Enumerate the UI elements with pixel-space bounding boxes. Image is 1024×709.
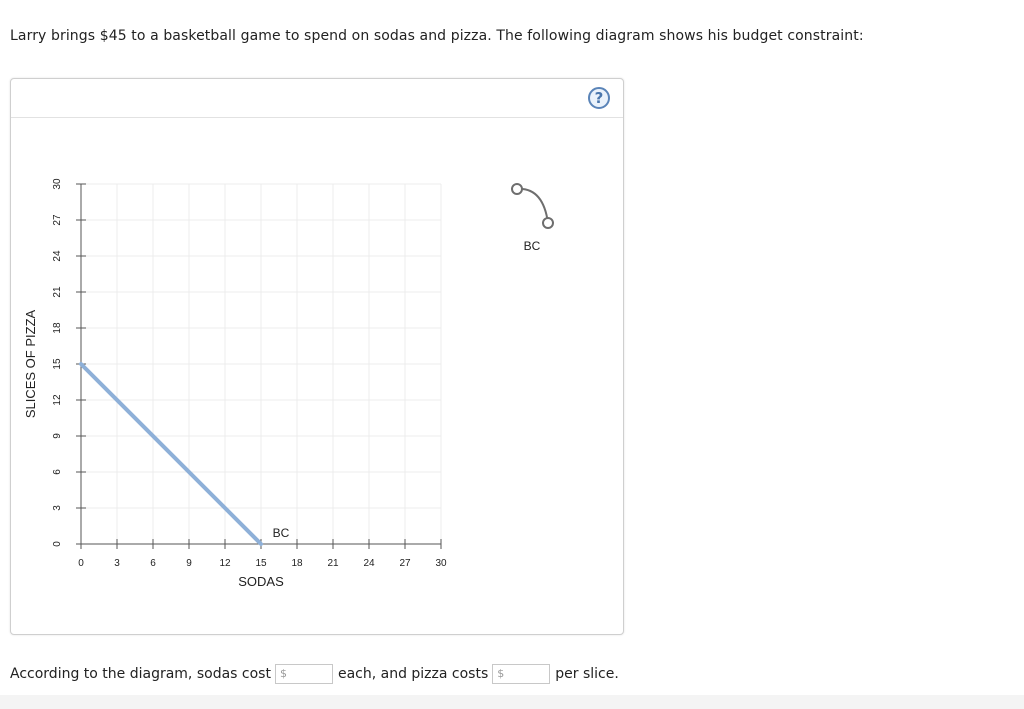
x-tick-label: 21 <box>327 558 339 569</box>
legend-handle-icon <box>542 217 554 229</box>
legend-curve-icon <box>516 187 549 224</box>
pizza-price-input[interactable] <box>505 665 548 683</box>
x-axis-label: SODAS <box>238 574 284 589</box>
y-tick-label: 21 <box>52 286 63 298</box>
question-text: Larry brings $45 to a basketball game to… <box>10 28 864 44</box>
answer-prefix: According to the diagram, sodas cost <box>10 666 271 682</box>
answer-suffix: per slice. <box>555 666 619 682</box>
y-tick-label: 30 <box>52 178 63 190</box>
help-button[interactable]: ? <box>588 87 610 109</box>
y-tick-label: 24 <box>52 250 63 262</box>
x-tick-label: 27 <box>399 558 411 569</box>
legend-label: BC <box>524 239 541 253</box>
y-tick-label: 6 <box>52 469 63 475</box>
y-tick-label: 27 <box>52 214 63 226</box>
y-tick-label: 0 <box>52 541 63 547</box>
soda-price-field[interactable]: $ <box>274 664 333 684</box>
chart-grid <box>81 183 442 544</box>
x-tick-label: 12 <box>219 558 231 569</box>
y-tick-label: 3 <box>52 505 63 511</box>
budget-constraint-line <box>79 362 263 546</box>
x-tick-label: 24 <box>363 558 375 569</box>
dollar-sign: $ <box>497 667 505 680</box>
dollar-sign: $ <box>279 667 287 680</box>
x-tick-label: 9 <box>186 558 192 569</box>
pizza-price-field[interactable]: $ <box>492 664 551 684</box>
y-tick-label: 9 <box>52 433 63 439</box>
answer-middle: each, and pizza costs <box>337 666 489 682</box>
y-tick-label: 15 <box>52 358 63 370</box>
y-tick-label: 18 <box>52 322 63 334</box>
x-tick-label: 15 <box>255 558 267 569</box>
graph-panel: ? <box>10 78 624 635</box>
x-tick-label: 30 <box>435 558 447 569</box>
chart-legend: BC <box>511 183 554 253</box>
x-tick-label: 6 <box>150 558 156 569</box>
x-tick-label: 18 <box>291 558 303 569</box>
answer-line: According to the diagram, sodas cost $ e… <box>10 664 619 684</box>
budget-constraint-label: BC <box>273 526 290 540</box>
legend-handle-icon <box>511 183 523 195</box>
y-axis-label: SLICES OF PIZZA <box>23 309 38 418</box>
chart-series: BC <box>79 362 290 546</box>
x-tick-label: 0 <box>78 558 84 569</box>
x-tick-label: 3 <box>114 558 120 569</box>
soda-price-input[interactable] <box>287 665 330 683</box>
chart-ticks: 0 3 6 9 12 15 18 21 24 27 30 0 3 6 9 12 15 18 21 24 27 30 <box>52 178 447 569</box>
y-tick-label: 12 <box>52 394 63 406</box>
graph-toolbar: ? <box>11 79 623 118</box>
footer-strip <box>0 695 1024 709</box>
